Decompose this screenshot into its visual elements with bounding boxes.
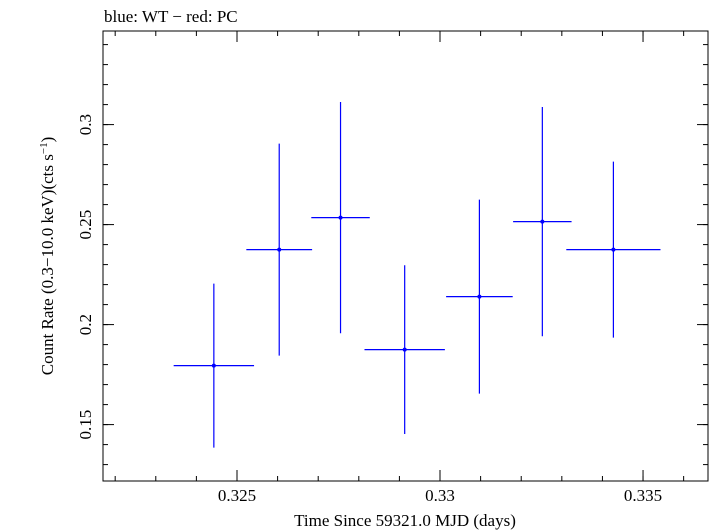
y-axis-label-exponent: −1 — [38, 142, 50, 154]
x-tick-label: 0.325 — [218, 486, 256, 505]
y-tick-label: 0.3 — [76, 114, 95, 135]
series-WT — [173, 102, 661, 448]
data-point — [477, 294, 482, 299]
y-tick-labels: 0.15 0.2 0.25 0.3 — [76, 114, 95, 440]
x-axis-label: Time Since 59321.0 MJD (days) — [294, 511, 516, 530]
data-point — [402, 347, 407, 352]
data-point — [611, 247, 616, 252]
y-tick-label: 0.15 — [76, 410, 95, 440]
y-tick-label: 0.25 — [76, 210, 95, 240]
y-axis-label-main: Count Rate (0.3−10.0 keV)(cts s — [38, 154, 57, 375]
y-axis-label: Count Rate (0.3−10.0 keV)(cts s−1) — [38, 137, 57, 376]
plot-frame — [102, 30, 709, 482]
series-layer — [173, 102, 661, 448]
data-point — [211, 363, 216, 368]
y-tick-label: 0.2 — [76, 314, 95, 335]
data-point — [277, 247, 282, 252]
data-point — [540, 219, 545, 224]
chart-title: blue: WT − red: PC — [104, 7, 238, 26]
x-tick-labels: 0.325 0.33 0.335 — [218, 486, 662, 505]
axis-ticks — [103, 31, 708, 481]
x-tick-label: 0.33 — [425, 486, 455, 505]
data-point — [338, 215, 343, 220]
y-axis-label-close: ) — [38, 137, 57, 143]
x-tick-label: 0.335 — [624, 486, 662, 505]
